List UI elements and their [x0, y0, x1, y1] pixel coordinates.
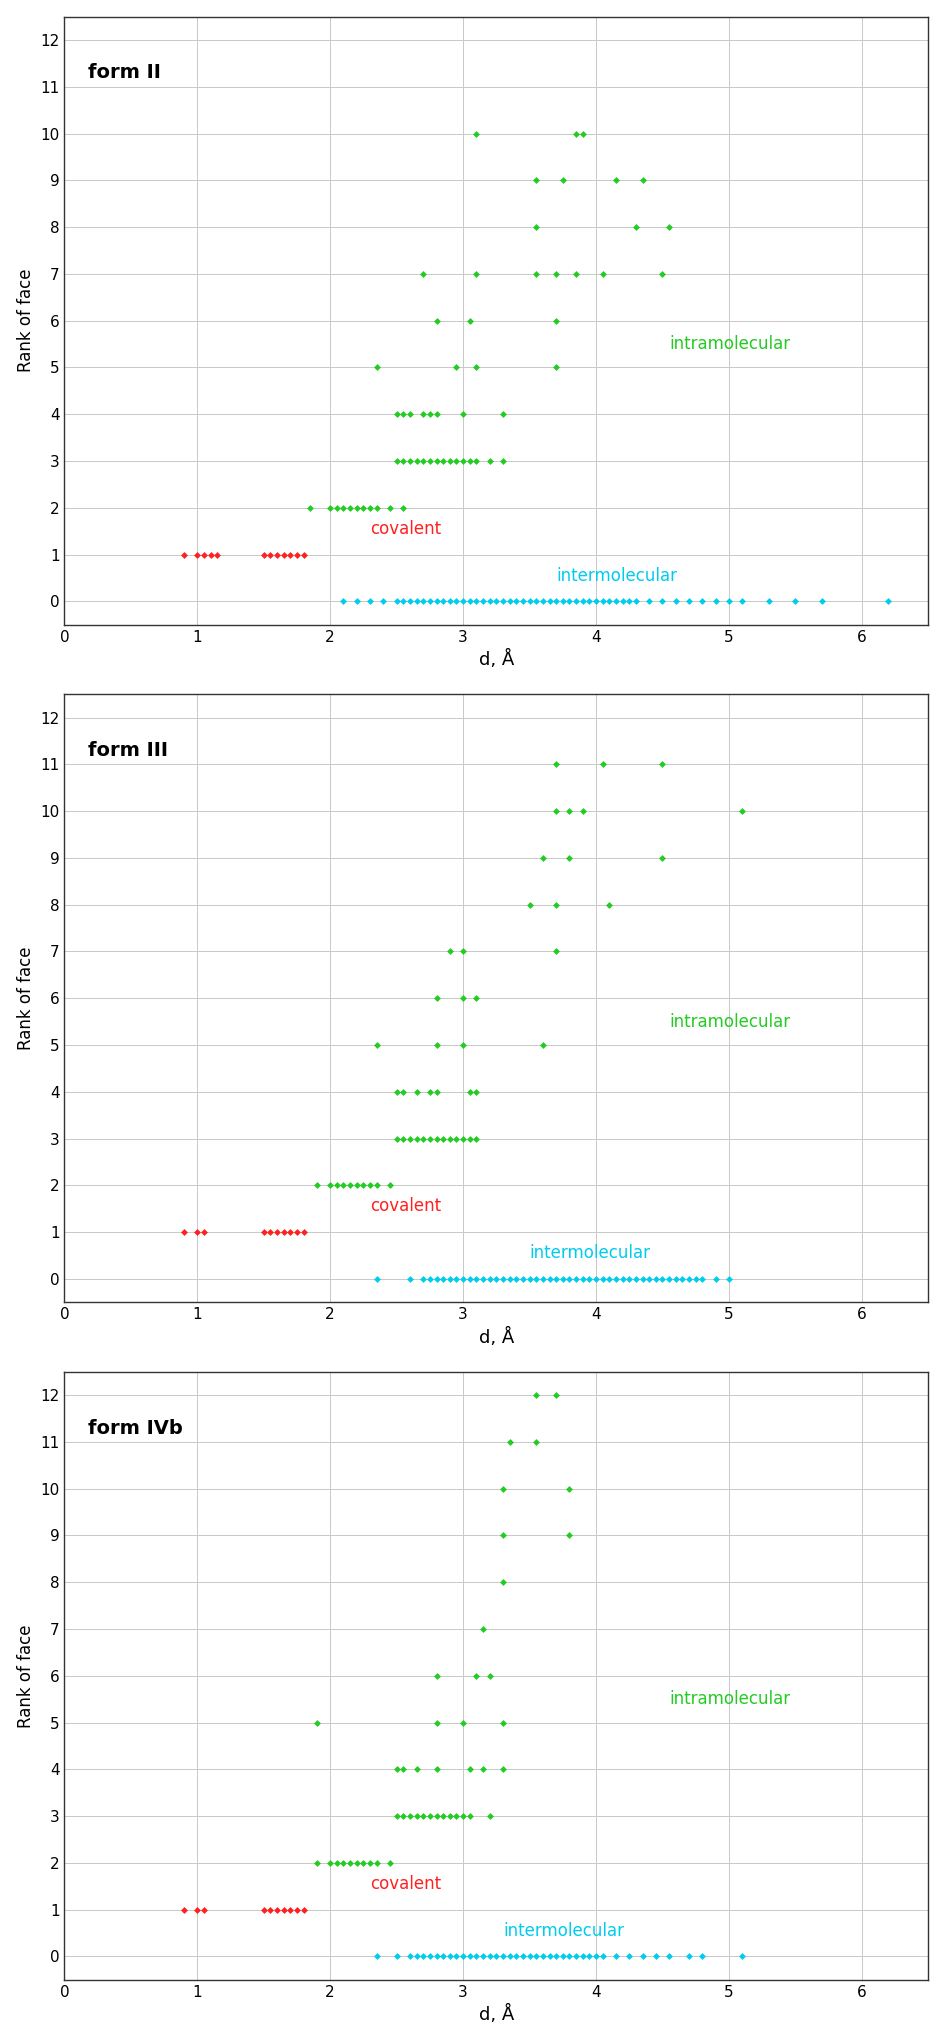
X-axis label: d, Å: d, Å — [479, 2004, 514, 2025]
Text: covalent: covalent — [370, 520, 441, 539]
Text: intramolecular: intramolecular — [668, 1690, 789, 1708]
X-axis label: d, Å: d, Å — [479, 651, 514, 669]
Text: covalent: covalent — [370, 1876, 441, 1892]
X-axis label: d, Å: d, Å — [479, 1329, 514, 1347]
Text: covalent: covalent — [370, 1198, 441, 1214]
Text: intermolecular: intermolecular — [529, 1245, 649, 1261]
Text: intramolecular: intramolecular — [668, 1012, 789, 1031]
Text: intramolecular: intramolecular — [668, 335, 789, 353]
Y-axis label: Rank of face: Rank of face — [17, 269, 35, 371]
Text: form IVb: form IVb — [88, 1418, 183, 1437]
Y-axis label: Rank of face: Rank of face — [17, 1625, 35, 1727]
Text: form III: form III — [88, 741, 168, 759]
Y-axis label: Rank of face: Rank of face — [17, 947, 35, 1049]
Text: intermolecular: intermolecular — [502, 1923, 623, 1939]
Text: intermolecular: intermolecular — [556, 567, 677, 584]
Text: form II: form II — [88, 63, 161, 82]
